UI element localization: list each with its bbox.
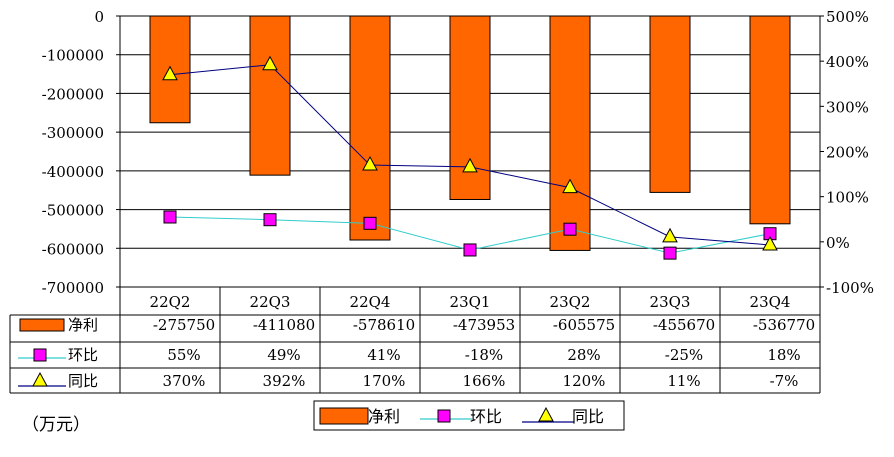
- left-axis-tick-label: -100000: [42, 47, 104, 65]
- x-tick-label: 22Q2: [150, 293, 191, 311]
- table-cell: -578610: [353, 316, 415, 334]
- bar-23Q2: [549, 15, 591, 251]
- table-cell: -455670: [653, 316, 715, 334]
- table-cell: -7%: [770, 372, 799, 390]
- right-axis-tick-label: 400%: [826, 53, 869, 71]
- left-axis-tick-label: -300000: [42, 124, 104, 142]
- right-axis-tick-label: 300%: [826, 98, 869, 116]
- point-2-22Q2: [162, 65, 178, 81]
- table-key-bar: [19, 318, 65, 332]
- left-axis-tick-label: 0: [94, 8, 104, 26]
- bar-23Q4: [749, 15, 791, 225]
- point-1-22Q2: [163, 210, 177, 224]
- table-cell: 166%: [463, 372, 506, 390]
- table-cell: 11%: [667, 372, 700, 390]
- right-axis-tick-label: 500%: [826, 8, 869, 26]
- table-cell: -275750: [153, 316, 215, 334]
- legend-label: 净利: [368, 407, 400, 426]
- table-cell: -411080: [253, 316, 315, 334]
- table-series-name: 同比: [68, 372, 98, 390]
- point-2-23Q1: [462, 157, 478, 173]
- table-cell: 55%: [167, 346, 200, 364]
- point-1-23Q1: [463, 243, 477, 257]
- table-cell: -18%: [465, 346, 503, 364]
- point-2-23Q4: [762, 235, 778, 251]
- left-axis-tick-label: -700000: [42, 279, 104, 297]
- point-2-22Q4: [362, 155, 378, 171]
- right-axis-tick-label: -100%: [826, 279, 874, 297]
- unit-label: （万元）: [22, 415, 90, 435]
- table-cell: -473953: [453, 316, 515, 334]
- table-cell: 49%: [267, 346, 300, 364]
- x-tick-label: 22Q3: [250, 293, 291, 311]
- x-tick-label: 22Q4: [350, 293, 391, 311]
- legend-label: 同比: [572, 407, 604, 426]
- table-cell: 392%: [263, 372, 306, 390]
- right-axis-tick-label: 100%: [826, 189, 869, 207]
- point-1-23Q2: [563, 222, 577, 236]
- table-key-marker: [33, 348, 47, 362]
- table-cell: 120%: [563, 372, 606, 390]
- left-axis-tick-label: -500000: [42, 202, 104, 220]
- x-tick-label: 23Q3: [650, 293, 691, 311]
- point-1-22Q3: [263, 213, 277, 227]
- table-cell: -536770: [753, 316, 815, 334]
- left-axis-tick-label: -600000: [42, 240, 104, 258]
- legend-bar-key: [319, 407, 369, 425]
- left-axis-tick-label: -200000: [42, 85, 104, 103]
- table-cell: 18%: [767, 346, 800, 364]
- left-axis-tick-label: -400000: [42, 163, 104, 181]
- point-1-22Q4: [363, 216, 377, 230]
- legend-marker-key: [538, 406, 554, 422]
- x-tick-label: 23Q1: [450, 293, 491, 311]
- table-cell: 41%: [367, 346, 400, 364]
- point-2-23Q2: [562, 178, 578, 194]
- bar-23Q3: [649, 15, 691, 193]
- table-cell: 370%: [163, 372, 206, 390]
- table-key-marker: [32, 371, 48, 387]
- table-series-name: 净利: [68, 316, 98, 334]
- x-tick-label: 23Q4: [750, 293, 791, 311]
- table-cell: 170%: [363, 372, 406, 390]
- legend-label: 环比: [470, 407, 502, 426]
- point-1-23Q3: [663, 246, 677, 260]
- right-axis-tick-label: 200%: [826, 144, 869, 162]
- bar-22Q3: [249, 15, 291, 176]
- legend-marker-key: [437, 409, 451, 423]
- table-cell: -25%: [665, 346, 703, 364]
- x-tick-label: 23Q2: [550, 293, 591, 311]
- table-cell: -605575: [553, 316, 615, 334]
- point-2-22Q3: [262, 55, 278, 71]
- table-cell: 28%: [567, 346, 600, 364]
- bar-22Q4: [349, 15, 391, 241]
- point-2-23Q3: [662, 227, 678, 243]
- right-axis-tick-label: 0%: [826, 234, 850, 252]
- table-series-name: 环比: [68, 346, 98, 364]
